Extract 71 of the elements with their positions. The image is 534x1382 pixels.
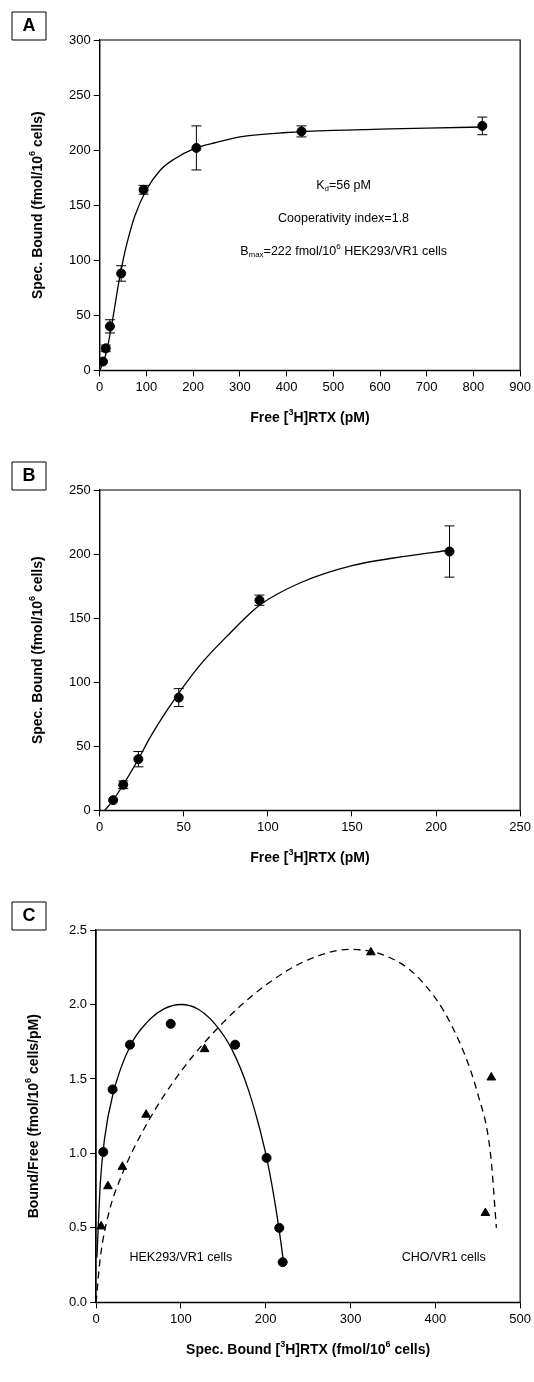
y-tick-label: 2.0 xyxy=(68,996,88,1012)
x-tick-label: 300 xyxy=(339,1310,362,1326)
point xyxy=(199,1043,210,1053)
point xyxy=(165,1018,176,1029)
y-tick-label: 1.0 xyxy=(68,1145,88,1161)
y-tick-label: 200 xyxy=(68,545,91,561)
x-tick-label: 500 xyxy=(509,1310,532,1326)
y-tick-label: 1.5 xyxy=(68,1070,88,1086)
point xyxy=(486,1071,497,1081)
x-tick-label: 200 xyxy=(182,378,204,394)
x-tick-label: 300 xyxy=(228,378,251,394)
point xyxy=(173,692,184,703)
y-tick-label: 300 xyxy=(68,31,91,47)
x-tick-label: 500 xyxy=(322,378,345,394)
y-tick-label: 200 xyxy=(68,141,91,157)
annotation: CHO/VR1 cells xyxy=(401,1250,486,1265)
x-tick-label: 100 xyxy=(257,818,279,834)
x-tick-label: 700 xyxy=(415,378,438,394)
point xyxy=(230,1039,241,1050)
point xyxy=(107,1084,118,1095)
point xyxy=(98,1146,109,1157)
x-tick-label: 150 xyxy=(341,818,363,834)
point xyxy=(117,1161,128,1170)
y-tick-label: 100 xyxy=(68,251,91,267)
point xyxy=(103,1180,113,1190)
chart-title: C xyxy=(22,904,36,925)
y-tick-label: 250 xyxy=(68,481,91,497)
point xyxy=(108,795,119,806)
point xyxy=(444,546,455,557)
x-tick-label: 0 xyxy=(96,378,104,394)
point xyxy=(141,1109,151,1118)
x-tick-label: 600 xyxy=(369,378,391,394)
x-tick-label: 800 xyxy=(462,378,485,394)
point xyxy=(125,1039,135,1050)
y-tick-label: 150 xyxy=(68,196,91,212)
annotation: Cooperativity index=1.8 xyxy=(278,210,410,225)
y-tick-label: 0 xyxy=(83,361,91,377)
point xyxy=(96,1220,106,1230)
x-tick-label: 0 xyxy=(96,818,104,834)
y-tick-label: 0.0 xyxy=(68,1293,88,1309)
y-tick-label: 0.5 xyxy=(68,1219,88,1235)
x-tick-label: 900 xyxy=(509,378,532,394)
y-tick-label: 0 xyxy=(83,801,91,817)
y-axis-title: Bound/Free (fmol/106 cells/pM) xyxy=(22,1014,41,1219)
y-axis-title: Spec. Bound (fmol/106 cells) xyxy=(26,556,45,745)
point xyxy=(261,1152,272,1163)
x-tick-label: 200 xyxy=(254,1310,277,1326)
x-tick-label: 400 xyxy=(275,378,298,394)
y-tick-label: 100 xyxy=(68,673,91,689)
x-tick-label: 250 xyxy=(509,818,532,834)
point xyxy=(191,142,202,153)
y-tick-label: 50 xyxy=(76,306,91,322)
x-tick-label: 400 xyxy=(424,1310,447,1326)
chart-title: B xyxy=(22,464,36,485)
point xyxy=(480,1207,491,1217)
y-tick-label: 250 xyxy=(68,86,91,102)
x-tick-label: 50 xyxy=(176,818,192,834)
annotation: HEK293/VR1 cells xyxy=(129,1250,233,1265)
y-tick-label: 50 xyxy=(76,737,91,753)
x-tick-label: 100 xyxy=(170,1310,192,1326)
point xyxy=(277,1257,288,1268)
point xyxy=(477,120,488,131)
x-tick-label: 200 xyxy=(425,818,447,834)
y-axis-title: Spec. Bound (fmol/106 cells) xyxy=(26,111,45,300)
y-tick-label: 150 xyxy=(68,609,91,625)
point xyxy=(274,1222,285,1233)
chart-title: A xyxy=(22,14,36,35)
point xyxy=(366,946,376,956)
point xyxy=(133,754,144,765)
x-tick-label: 100 xyxy=(135,378,158,394)
y-tick-label: 2.5 xyxy=(68,921,88,937)
